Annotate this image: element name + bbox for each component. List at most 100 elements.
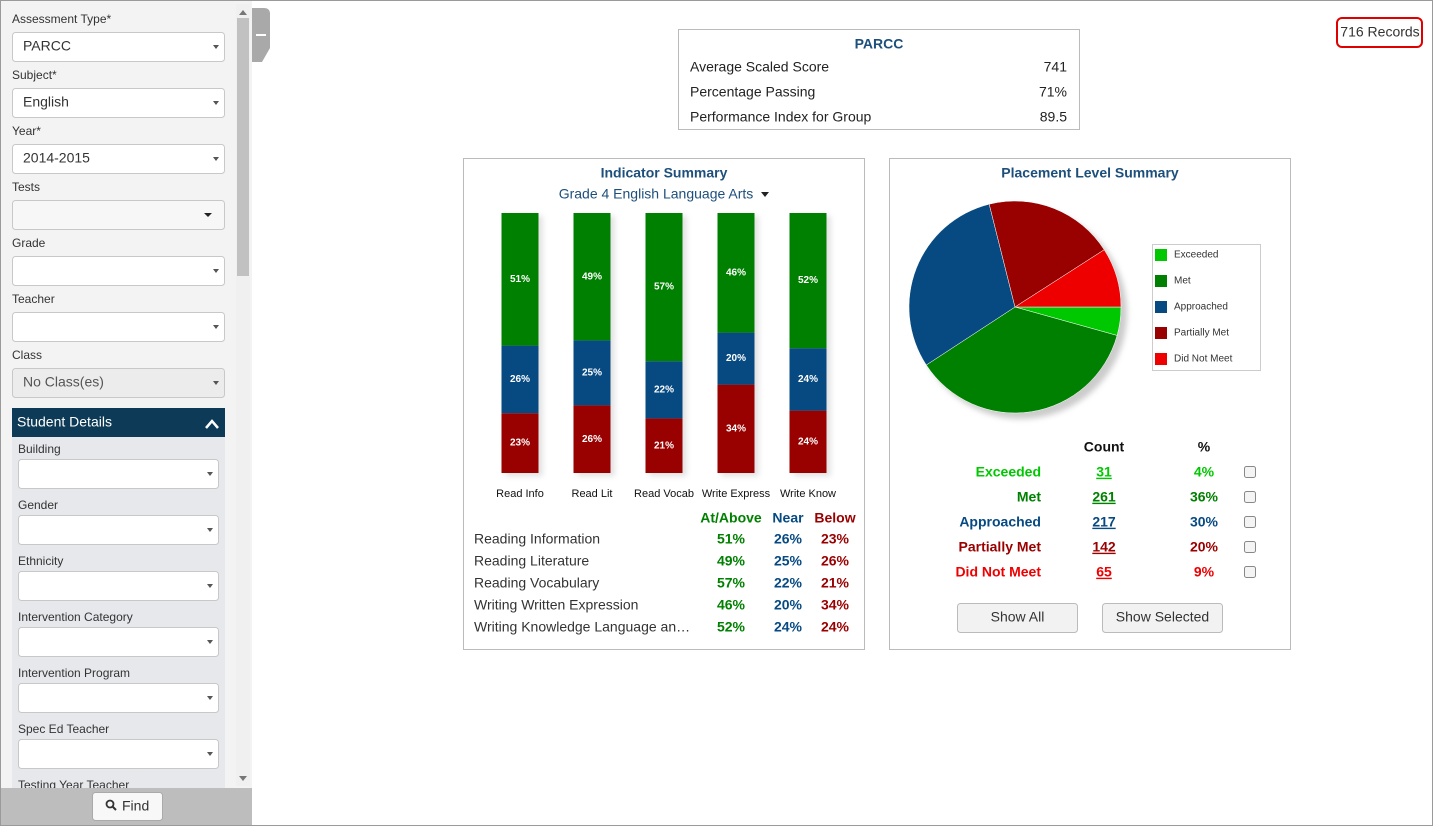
indicator-cell: 23% bbox=[821, 531, 850, 547]
dropdown-arrow bbox=[207, 584, 213, 588]
indicator-cell: 51% bbox=[717, 531, 746, 547]
details-select[interactable] bbox=[18, 571, 219, 601]
filter-label: Assessment Type* bbox=[12, 12, 111, 26]
bar-category: Write Know bbox=[780, 488, 836, 500]
filter-select[interactable] bbox=[12, 144, 225, 174]
details-select[interactable] bbox=[18, 683, 219, 713]
details-header[interactable] bbox=[12, 408, 225, 437]
indicator-title: Indicator Summary bbox=[601, 165, 728, 181]
summary-label: Average Scaled Score bbox=[690, 59, 829, 75]
summary-box bbox=[678, 29, 1080, 130]
indicator-row-label: Reading Literature bbox=[474, 553, 589, 569]
details-select[interactable] bbox=[18, 627, 219, 657]
dropdown-arrow bbox=[204, 213, 212, 217]
bar-label: 21% bbox=[654, 440, 674, 451]
indicator-cell: 26% bbox=[821, 553, 850, 569]
placement-label: Did Not Meet bbox=[955, 564, 1041, 580]
details-select[interactable] bbox=[18, 459, 219, 489]
indicator-column-header: Below bbox=[814, 510, 855, 526]
placement-count[interactable]: 65 bbox=[1096, 564, 1112, 580]
bar-segment bbox=[789, 348, 827, 411]
indicator-cell: 24% bbox=[821, 619, 850, 635]
pie-slice bbox=[988, 200, 1105, 308]
bar-segment bbox=[573, 405, 611, 473]
details-field-label: Ethnicity bbox=[18, 554, 63, 568]
filter-label: Teacher bbox=[12, 292, 55, 306]
indicator-cell: 46% bbox=[717, 597, 746, 613]
filter-label: Year* bbox=[12, 124, 41, 138]
legend-label: Approached bbox=[1174, 302, 1228, 313]
scroll-up[interactable] bbox=[239, 10, 247, 15]
bar-label: 24% bbox=[798, 436, 818, 447]
placement-percent: 4% bbox=[1194, 464, 1215, 480]
indicator-cell: 49% bbox=[717, 553, 746, 569]
filter-select[interactable] bbox=[12, 256, 225, 286]
legend-swatch bbox=[1155, 327, 1167, 339]
legend-label: Met bbox=[1174, 276, 1191, 287]
bar-label: 20% bbox=[726, 353, 746, 364]
filter-select[interactable] bbox=[12, 88, 225, 118]
indicator-cell: 52% bbox=[717, 619, 746, 635]
placement-button[interactable] bbox=[1102, 603, 1223, 633]
bar-label: 26% bbox=[582, 434, 602, 445]
legend-swatch bbox=[1155, 353, 1167, 365]
placement-count[interactable]: 261 bbox=[1092, 489, 1116, 505]
dropdown-arrow bbox=[213, 101, 219, 105]
bar-label: 25% bbox=[582, 368, 602, 379]
filter-select[interactable] bbox=[12, 368, 225, 398]
summary-title: PARCC bbox=[855, 36, 904, 52]
indicator-cell: 21% bbox=[821, 575, 850, 591]
dropdown-arrow bbox=[213, 325, 219, 329]
filter-label: Grade bbox=[12, 236, 46, 250]
bar-segment bbox=[573, 213, 611, 341]
placement-checkbox[interactable] bbox=[1244, 516, 1256, 528]
bar-label: 24% bbox=[798, 374, 818, 385]
placement-count[interactable]: 31 bbox=[1096, 464, 1112, 480]
placement-count[interactable]: 217 bbox=[1092, 514, 1116, 530]
indicator-row-label: Reading Vocabulary bbox=[474, 575, 599, 591]
indicator-cell: 26% bbox=[774, 531, 803, 547]
indicator-row-label: Reading Information bbox=[474, 531, 600, 547]
details-select[interactable] bbox=[18, 739, 219, 769]
placement-count[interactable]: 142 bbox=[1092, 539, 1116, 555]
dropdown-arrow bbox=[213, 157, 219, 161]
bar-segment bbox=[789, 213, 827, 349]
bar-label: 51% bbox=[510, 274, 530, 285]
placement-button-label: Show All bbox=[991, 609, 1045, 625]
filter-select[interactable] bbox=[12, 200, 225, 230]
placement-checkbox[interactable] bbox=[1244, 466, 1256, 478]
indicator-column-header: At/Above bbox=[700, 510, 762, 526]
bar-label: 57% bbox=[654, 282, 674, 293]
find-button[interactable] bbox=[92, 792, 163, 821]
count-header: Count bbox=[1084, 439, 1125, 455]
placement-button[interactable] bbox=[957, 603, 1078, 633]
scroll-down[interactable] bbox=[239, 776, 247, 781]
records-count: 716 Records bbox=[1340, 24, 1419, 40]
filter-value: PARCC bbox=[23, 38, 71, 54]
collapse-chevron bbox=[205, 419, 219, 429]
bar-segment bbox=[501, 213, 539, 346]
details-field-label: Gender bbox=[18, 498, 58, 512]
filter-value: 2014-2015 bbox=[23, 150, 90, 166]
placement-checkbox[interactable] bbox=[1244, 566, 1256, 578]
dropdown-arrow bbox=[207, 752, 213, 756]
legend-swatch bbox=[1155, 249, 1167, 261]
details-field-label: Intervention Category bbox=[18, 610, 133, 624]
placement-label: Met bbox=[1017, 489, 1041, 505]
bar-segment bbox=[645, 361, 683, 419]
filter-select[interactable] bbox=[12, 312, 225, 342]
details-select[interactable] bbox=[18, 515, 219, 545]
legend-box bbox=[1152, 244, 1261, 371]
scroll-thumb[interactable] bbox=[237, 18, 249, 276]
dropdown-arrow bbox=[207, 472, 213, 476]
placement-checkbox[interactable] bbox=[1244, 491, 1256, 503]
bar-label: 22% bbox=[654, 384, 674, 395]
placement-checkbox[interactable] bbox=[1244, 541, 1256, 553]
legend-swatch bbox=[1155, 275, 1167, 287]
records-box bbox=[1336, 17, 1423, 48]
filter-select[interactable] bbox=[12, 32, 225, 62]
placement-label: Partially Met bbox=[959, 539, 1042, 555]
filter-label: Tests bbox=[12, 180, 40, 194]
indicator-subtitle[interactable]: Grade 4 English Language Arts bbox=[559, 186, 754, 202]
